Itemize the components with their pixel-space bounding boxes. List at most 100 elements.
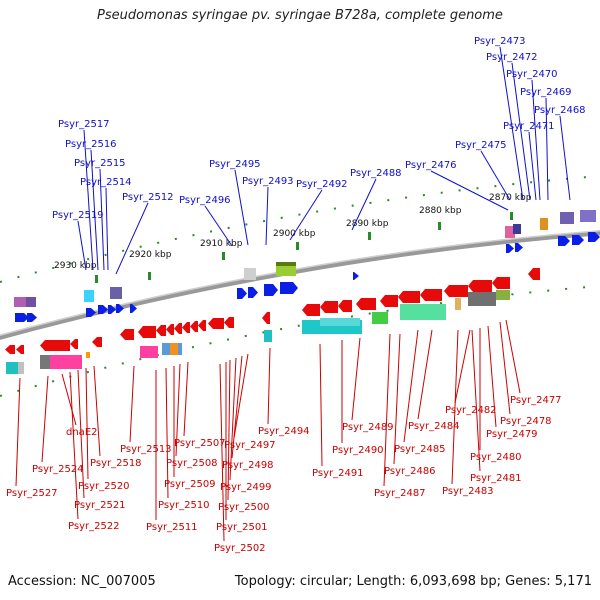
reverse-gene-label[interactable]: Psyr_2484 bbox=[408, 421, 460, 432]
forward-gene-label[interactable]: Psyr_2496 bbox=[179, 195, 231, 206]
reverse-gene-arrow bbox=[190, 321, 198, 332]
reverse-gene-label[interactable]: Psyr_2498 bbox=[222, 460, 274, 471]
reverse-gene-label[interactable]: Psyr_2483 bbox=[442, 486, 494, 497]
reverse-gene-arrow bbox=[156, 325, 166, 336]
reverse-gene-arrow bbox=[468, 280, 492, 292]
reverse-gene-label[interactable]: Psyr_2520 bbox=[78, 481, 130, 492]
reverse-gene-label[interactable]: Psyr_2486 bbox=[384, 466, 436, 477]
forward-label-lines: Psyr_2473 Psyr_2472 Psyr_2470 Psyr_2469 Psyr… bbox=[52, 36, 586, 275]
reverse-gene-label[interactable]: Psyr_2479 bbox=[486, 429, 538, 440]
reverse-label-leader bbox=[505, 319, 521, 394]
forward-gene-label[interactable]: Psyr_2493 bbox=[242, 176, 294, 187]
reverse-gene-label[interactable]: Psyr_2494 bbox=[258, 426, 310, 437]
forward-gene-arrow bbox=[15, 313, 29, 322]
topology-text: Topology: circular; Length: 6,093,698 bp… bbox=[234, 574, 592, 589]
reverse-gene-label[interactable]: Psyr_2478 bbox=[500, 416, 552, 427]
reverse-label-leader bbox=[229, 357, 237, 481]
forward-gene-label[interactable]: Psyr_2517 bbox=[58, 119, 110, 130]
reverse-gene-arrow bbox=[198, 320, 206, 331]
forward-gene-label[interactable]: Psyr_2475 bbox=[455, 140, 507, 151]
reverse-gene-label[interactable]: Psyr_2510 bbox=[158, 500, 210, 511]
reverse-gene-label[interactable]: Psyr_2518 bbox=[90, 458, 142, 469]
forward-label-leader bbox=[204, 205, 233, 247]
reverse-gene-label[interactable]: Psyr_2487 bbox=[374, 488, 426, 499]
reverse-label-leader bbox=[499, 321, 511, 415]
tick-mark bbox=[438, 222, 441, 230]
forward-gene-label[interactable]: Psyr_2512 bbox=[122, 192, 174, 203]
forward-gene-arrow bbox=[353, 272, 359, 280]
reverse-label-leader bbox=[227, 359, 231, 501]
forward-gene-label[interactable]: Psyr_2515 bbox=[74, 158, 126, 169]
reverse-gene-label[interactable]: Psyr_2482 bbox=[445, 405, 497, 416]
forward-gene-label[interactable]: Psyr_2471 bbox=[503, 121, 555, 132]
reverse-label-leader bbox=[487, 325, 497, 428]
reverse-gene-label[interactable]: Psyr_2511 bbox=[146, 522, 198, 533]
reverse-gene-label[interactable]: Psyr_2502 bbox=[214, 543, 266, 554]
forward-label-leader bbox=[528, 131, 537, 201]
forward-label-leader bbox=[77, 220, 87, 271]
reverse-gene-label[interactable]: Psyr_2490 bbox=[332, 445, 384, 456]
reverse-label-leader bbox=[61, 373, 77, 426]
tick-mark bbox=[95, 275, 98, 283]
forward-label-leader bbox=[115, 202, 149, 275]
reverse-gene-label[interactable]: Psyr_2499 bbox=[220, 482, 272, 493]
reverse-label-leader bbox=[454, 329, 471, 404]
forward-gene-arrow bbox=[86, 308, 96, 317]
reverse-gene-label[interactable]: Psyr_2508 bbox=[166, 458, 218, 469]
forward-gene-label[interactable]: Psyr_2468 bbox=[534, 105, 586, 116]
feature-block bbox=[140, 346, 158, 358]
reverse-gene-label[interactable]: Psyr_2501 bbox=[216, 522, 268, 533]
forward-gene-label[interactable]: Psyr_2516 bbox=[65, 139, 117, 150]
reverse-gene-label[interactable]: Psyr_2509 bbox=[164, 479, 216, 490]
reverse-label-leader bbox=[219, 363, 225, 542]
reverse-gene-arrow bbox=[356, 298, 376, 310]
reverse-gene-label[interactable]: Psyr_2527 bbox=[6, 488, 58, 499]
reverse-gene-arrow bbox=[492, 277, 510, 289]
reverse-label-leader bbox=[231, 355, 243, 459]
forward-gene-label[interactable]: Psyr_2519 bbox=[52, 210, 104, 221]
tick-label: 2930 kbp bbox=[54, 261, 97, 271]
forward-gene-arrow bbox=[515, 243, 523, 252]
reverse-gene-label[interactable]: Psyr_2507 bbox=[174, 438, 226, 449]
forward-gene-label[interactable]: Psyr_2469 bbox=[520, 87, 572, 98]
forward-gene-label[interactable]: Psyr_2495 bbox=[209, 159, 261, 170]
reverse-gene-label[interactable]: Psyr_2497 bbox=[224, 440, 276, 451]
reverse-label-leader bbox=[383, 333, 391, 487]
forward-gene-label[interactable]: Psyr_2473 bbox=[474, 36, 526, 47]
reverse-label-leader bbox=[175, 363, 181, 457]
feature-block bbox=[18, 362, 24, 374]
forward-label-leader bbox=[105, 187, 109, 271]
forward-gene-label[interactable]: Psyr_2492 bbox=[296, 179, 348, 190]
reverse-gene-label[interactable]: Psyr_2513 bbox=[120, 444, 172, 455]
reverse-gene-label[interactable]: Psyr_2524 bbox=[32, 464, 84, 475]
genome-backbone-highlight bbox=[0, 230, 600, 337]
forward-gene-label[interactable]: Psyr_2488 bbox=[350, 168, 402, 179]
reverse-gene-arrow bbox=[182, 322, 190, 333]
forward-gene-label[interactable]: Psyr_2470 bbox=[506, 69, 558, 80]
reverse-gene-label[interactable]: Psyr_2491 bbox=[312, 468, 364, 479]
reverse-gene-label[interactable]: Psyr_2522 bbox=[68, 521, 120, 532]
reverse-gene-arrow bbox=[166, 324, 174, 335]
accession-text: Accession: NC_007005 bbox=[8, 574, 156, 589]
reverse-gene-label[interactable]: Psyr_2481 bbox=[470, 473, 522, 484]
reverse-gene-arrow bbox=[338, 300, 352, 312]
forward-label-leader bbox=[531, 79, 541, 201]
reverse-gene-label[interactable]: Psyr_2480 bbox=[470, 452, 522, 463]
reverse-gene-label[interactable]: Psyr_2521 bbox=[74, 500, 126, 511]
forward-gene-arrow bbox=[506, 244, 514, 253]
forward-gene-label[interactable]: Psyr_2472 bbox=[486, 52, 538, 63]
reverse-label-leader bbox=[471, 329, 481, 472]
reverse-gene-label[interactable]: Psyr_2485 bbox=[394, 444, 446, 455]
reverse-gene-label[interactable]: Psyr_2500 bbox=[218, 502, 270, 513]
forward-gene-label[interactable]: Psyr_2476 bbox=[405, 160, 457, 171]
reverse-gene-arrow bbox=[224, 317, 234, 328]
feature-block bbox=[84, 290, 94, 302]
reverse-gene-label[interactable]: Psyr_2489 bbox=[342, 422, 394, 433]
forward-gene-arrow bbox=[248, 287, 258, 298]
reverse-gene-label[interactable]: Psyr_2477 bbox=[510, 395, 562, 406]
tick-label: 2880 kbp bbox=[419, 206, 462, 216]
feature-block bbox=[26, 297, 36, 307]
reverse-gene-label[interactable]: dnaE2 bbox=[66, 427, 98, 438]
forward-gene-label[interactable]: Psyr_2514 bbox=[80, 177, 132, 188]
